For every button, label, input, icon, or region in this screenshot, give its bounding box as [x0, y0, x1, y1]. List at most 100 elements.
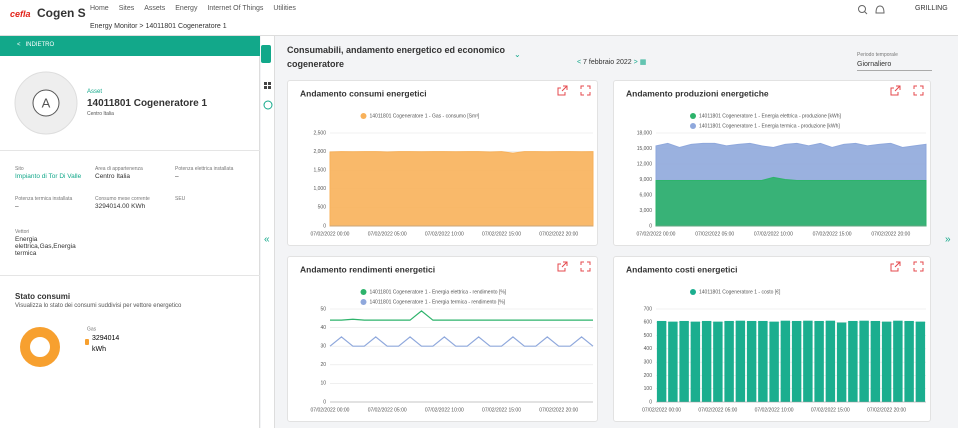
x-tick-label: 07/02/2022 20:00	[871, 231, 910, 237]
field-value: Centro Italia	[95, 173, 131, 180]
chart-title: Andamento costi energetici	[626, 264, 737, 274]
x-tick-label: 07/02/2022 00:00	[642, 407, 681, 413]
back[interactable]: < INDIETRO	[17, 42, 55, 48]
x-tick-label: 07/02/2022 05:00	[695, 231, 734, 237]
bar	[656, 320, 667, 402]
fullscreen-icon[interactable]	[913, 261, 924, 272]
nav-item[interactable]: Utilities	[273, 5, 296, 12]
field-label: Sito	[15, 166, 24, 172]
bar	[679, 320, 689, 402]
nav-item[interactable]: Energy	[175, 5, 198, 12]
legend-label: 14011801 Cogeneratore 1 - Gas - consumo …	[370, 113, 480, 119]
bar	[780, 320, 791, 402]
open-icon[interactable]	[890, 85, 901, 96]
donut-chart: Gas 3294014 kWh	[20, 326, 119, 367]
bar	[746, 320, 757, 402]
field-label: Potenza elettrica installata	[175, 166, 234, 172]
donut-ring	[20, 327, 60, 367]
crumb[interactable]: Energy Monitor	[90, 23, 138, 30]
date-picker[interactable]: < 7 febbraio 2022 > ▦	[577, 59, 647, 66]
divider	[0, 150, 260, 151]
chart: Andamento rendimenti energetici 14011801 …	[300, 261, 594, 413]
x-tick-label: 07/02/2022 05:00	[368, 407, 407, 413]
period-select[interactable]: Giornaliero	[857, 61, 932, 71]
avatar: A	[14, 71, 78, 135]
collapse-left[interactable]: «	[264, 234, 270, 245]
chart-card: Andamento produzioni energetiche 14011801…	[613, 80, 931, 246]
fullscreen-icon[interactable]	[580, 261, 591, 272]
bar	[904, 320, 914, 402]
fullscreen-icon[interactable]	[580, 85, 591, 96]
nav-item[interactable]: Assets	[144, 5, 166, 12]
bar	[893, 320, 903, 402]
x-tick-label: 07/02/2022 15:00	[813, 231, 852, 237]
tool-icons	[263, 82, 273, 110]
legend-unit: kWh	[92, 346, 106, 353]
chart-title: Andamento consumi energetici	[300, 88, 427, 98]
chart-card: Andamento consumi energetici 14011801 Cog…	[287, 80, 598, 246]
y-tick-label: 10	[320, 381, 326, 387]
avatar-letter: A	[42, 95, 51, 110]
legend-swatch	[690, 123, 696, 129]
x-tick-label: 07/02/2022 10:00	[755, 407, 794, 413]
y-tick-label: 1,000	[313, 186, 326, 192]
legend-value: 3294014	[92, 335, 119, 342]
legend-swatch	[690, 113, 696, 119]
y-tick-label: 400	[644, 346, 653, 352]
x-tick-label: 07/02/2022 05:00	[698, 407, 737, 413]
legend-label: 14011801 Cogeneratore 1 - Energia termic…	[370, 299, 506, 305]
legend-label: 14011801 Cogeneratore 1 - Energia elettr…	[699, 113, 842, 119]
open-icon[interactable]	[890, 261, 901, 272]
y-tick-label: 0	[649, 223, 652, 229]
x-tick-label: 07/02/2022 10:00	[754, 231, 793, 237]
y-tick-label: 15,000	[637, 146, 653, 152]
field-value: –	[175, 173, 179, 180]
nav-item[interactable]: Home	[90, 5, 109, 12]
y-tick-label: 600	[644, 320, 653, 326]
x-tick-label: 07/02/2022 20:00	[539, 407, 578, 413]
y-tick-label: 3,000	[639, 208, 652, 214]
divider	[0, 275, 260, 276]
open-icon[interactable]	[557, 85, 568, 96]
open-icon[interactable]	[557, 261, 568, 272]
asset-name: 14011801 Cogeneratore 1	[87, 98, 208, 109]
back-text[interactable]: INDIETRO	[25, 42, 55, 48]
x-tick-label: 07/02/2022 15:00	[482, 231, 521, 237]
toggle[interactable]	[261, 45, 271, 63]
line	[329, 336, 594, 347]
line	[330, 310, 593, 321]
bar	[724, 320, 734, 402]
chart: Andamento produzioni energetiche 14011801…	[626, 85, 927, 237]
collapse-right[interactable]: »	[945, 234, 951, 245]
bar	[735, 320, 746, 402]
x-tick-label: 07/02/2022 10:00	[425, 231, 464, 237]
x-tick-label: 07/02/2022 00:00	[311, 231, 350, 237]
legend-swatch	[360, 289, 367, 295]
field-label: Vettori	[15, 229, 30, 235]
nav-item[interactable]: Sites	[118, 5, 135, 12]
y-tick-label: 6,000	[639, 192, 652, 198]
y-tick-label: 40	[320, 325, 326, 331]
period-label: Periodo temporale	[857, 52, 898, 58]
area	[655, 176, 927, 227]
fullscreen-icon[interactable]	[913, 85, 924, 96]
bar	[758, 320, 768, 402]
y-tick-label: 9,000	[639, 177, 652, 183]
y-tick-label: 0	[649, 399, 652, 405]
period-value[interactable]: Giornaliero	[857, 61, 892, 68]
bar	[791, 320, 802, 402]
x-tick-label: 07/02/2022 20:00	[539, 231, 578, 237]
y-tick-label: 0	[323, 399, 326, 405]
bar	[881, 321, 892, 402]
chart-title: Andamento rendimenti energetici	[300, 264, 435, 274]
field-value: 3294014.00 KWh	[95, 203, 146, 210]
back-bar[interactable]	[0, 36, 260, 56]
nav-icons	[858, 5, 885, 15]
user[interactable]: GRILLING	[915, 5, 948, 12]
field-value: Energia elettrica,Gas,Energia termica	[15, 236, 76, 257]
bar	[825, 320, 836, 402]
date[interactable]: 7 febbraio 2022	[583, 59, 632, 66]
expand-chevron[interactable]: ⌄	[514, 50, 521, 59]
x-tick-label: 07/02/2022 00:00	[311, 407, 350, 413]
nav-item[interactable]: Internet Of Things	[207, 5, 264, 12]
